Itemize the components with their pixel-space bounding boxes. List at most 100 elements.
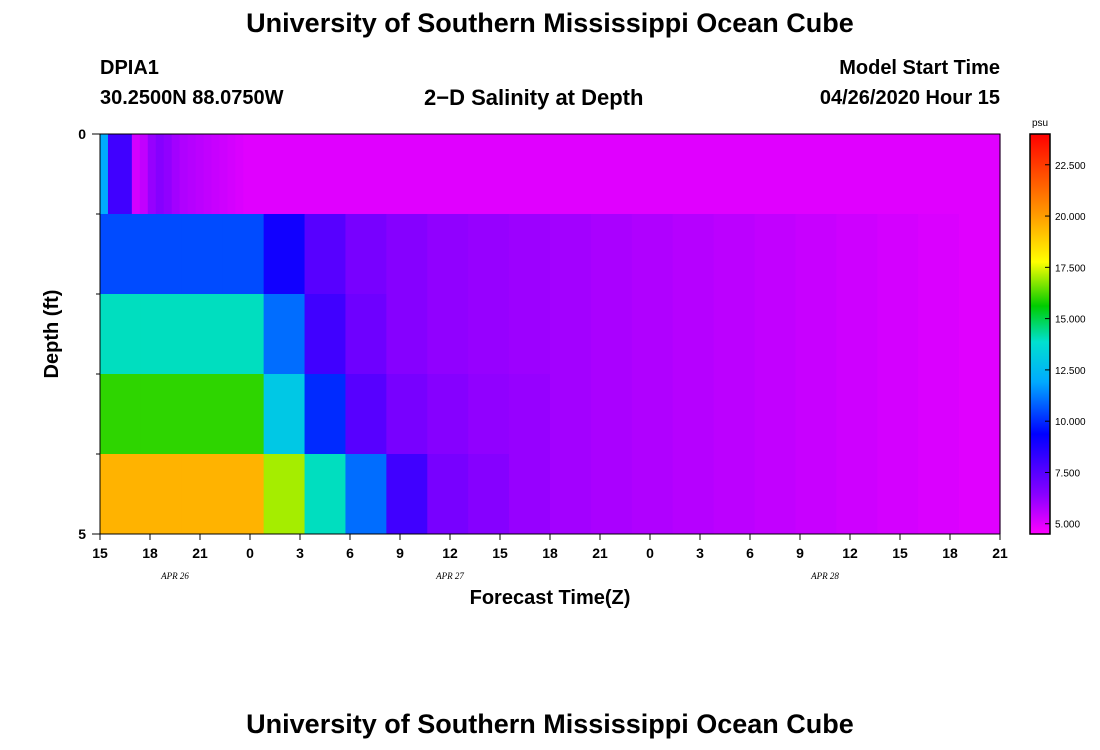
heatmap-cell [633,134,643,214]
heatmap-cell [888,134,898,214]
colorbar-gradient [1029,133,1051,535]
heatmap-cell [490,134,499,214]
heatmap-cell [362,134,372,214]
plot-title: 2−D Salinity at Depth [424,85,644,110]
date-label: APR 26 [160,571,189,581]
heatmap-cell [590,294,633,374]
heatmap-cell [263,454,306,534]
heatmap-cell [530,134,539,214]
heatmap-cell [263,294,306,374]
heatmap-cell [140,294,183,374]
heatmap-cell [506,134,515,214]
y-axis-title: Depth (ft) [41,290,63,379]
heatmap-cell [836,374,878,454]
heatmap-cell [918,214,960,294]
heatmap-cell [877,294,919,374]
heatmap-cell [474,134,483,214]
heatmap-cell [468,454,510,534]
heatmap-cell [140,374,183,454]
heatmap-cell [181,214,224,294]
heatmap-cell [107,134,117,214]
heatmap-cell [836,454,878,534]
x-tick-label: 15 [492,545,508,561]
heatmap-cell [681,134,690,214]
heatmap-cell [345,454,387,534]
heatmap-cell [896,134,906,214]
x-tick-label: 12 [842,545,858,561]
heatmap-cell [195,134,205,214]
heatmap-cell [631,374,674,454]
heatmap-cell [672,454,715,534]
heatmap-cell [959,294,1001,374]
heatmap-cell [442,134,452,214]
heatmap-cell [697,134,706,214]
heatmap-cell [546,134,555,214]
heatmap-cell [617,134,627,214]
heatmap-cell [211,134,221,214]
heatmap-cell [345,214,387,294]
heatmap-cell [386,134,396,214]
heatmap-cell [181,294,224,374]
x-tick-label: 15 [892,545,908,561]
heatmap-cell [468,214,510,294]
heatmap-cell [754,214,797,294]
x-tick-label: 21 [192,545,208,561]
colorbar-tick-label: 12.500 [1055,366,1086,377]
heatmap-cell [345,374,387,454]
heatmap-cell [147,134,157,214]
x-tick-label: 6 [346,545,354,561]
heatmap-cell [307,134,316,214]
heatmap-cell [323,134,332,214]
heatmap-cell [434,134,444,214]
heatmap-cell [171,134,181,214]
heatmap-cell [550,454,592,534]
heatmap-cell [235,134,244,214]
heatmap-cell [795,294,837,374]
heatmap-cell [877,374,919,454]
x-tick-label: 0 [246,545,254,561]
heatmap-cell [968,134,977,214]
heatmap-cell [609,134,619,214]
heatmap-cell [115,134,125,214]
heatmap-cell [816,134,826,214]
heatmap-cell [665,134,675,214]
heatmap-cell [275,134,284,214]
x-tick-label: 6 [746,545,754,561]
heatmap-cell [792,134,802,214]
heatmap-cell [538,134,547,214]
heatmap-cell [123,134,133,214]
heatmap-cell [705,134,714,214]
heatmap-cell [761,134,770,214]
heatmap-cell [410,134,420,214]
heatmap-cell [181,374,224,454]
heatmap-cell [468,374,510,454]
x-tick-label: 21 [592,545,608,561]
heatmap-cell [514,134,523,214]
heatmap-cell [509,374,551,454]
heatmap-cell [672,294,715,374]
heatmap-cell [561,134,571,214]
heatmap-cell [753,134,762,214]
heatmap-cell [402,134,412,214]
heatmap-cell [959,454,1001,534]
x-axis-title: Forecast Time(Z) [470,587,631,609]
heatmap-cell [689,134,698,214]
heatmap-cell [222,294,265,374]
heatmap-cell [155,134,165,214]
heatmap-cell [450,134,460,214]
heatmap-cell [625,134,635,214]
heatmap-cell [427,454,469,534]
heatmap-cell [509,214,551,294]
heatmap-cell [509,454,551,534]
heatmap-cell [657,134,667,214]
heatmap-cell [631,294,674,374]
heatmap-cell [283,134,292,214]
heatmap-cell [856,134,866,214]
heatmap-cell [466,134,475,214]
heatmap-cell [378,134,388,214]
heatmap-cell [795,214,837,294]
heatmap-cell [304,214,347,294]
heatmap-cell [601,134,611,214]
colorbar-tick-label: 17.500 [1055,263,1086,274]
